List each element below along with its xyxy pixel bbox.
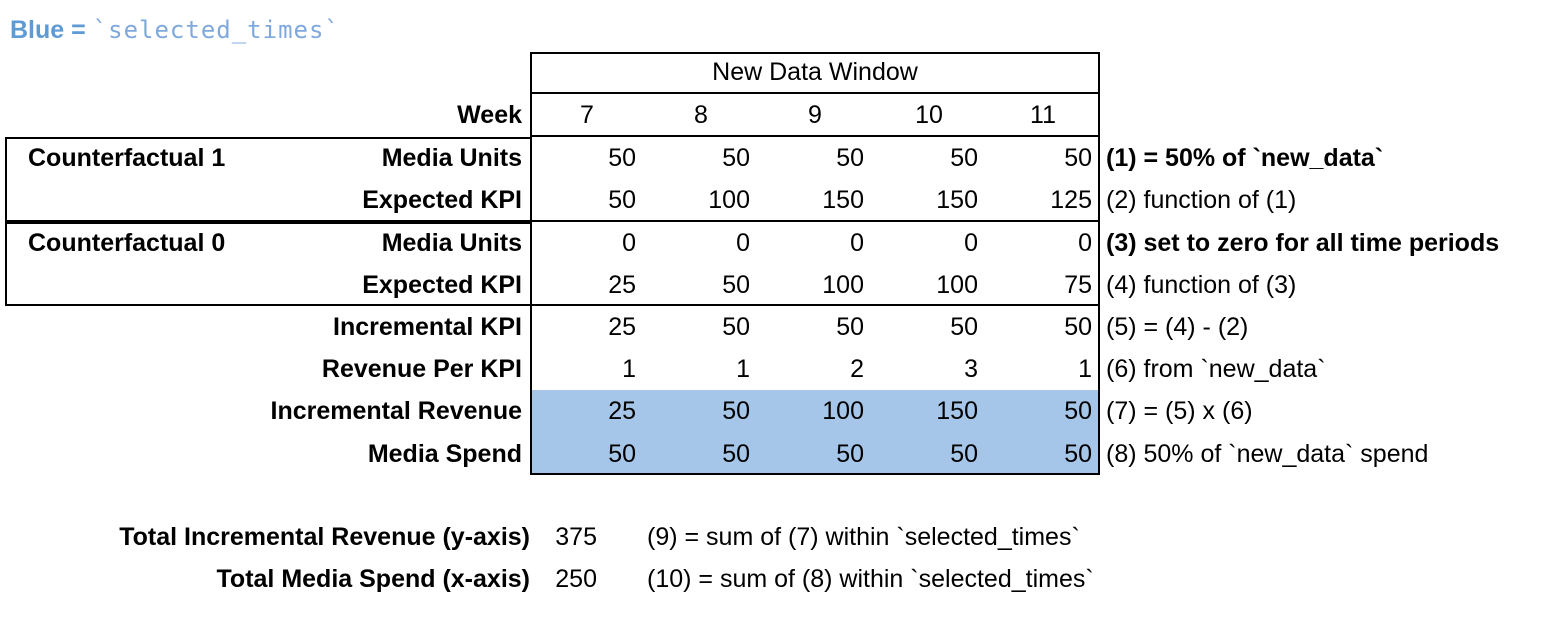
table-cell: 50 (950, 313, 978, 341)
selected-times-highlight (532, 390, 1098, 473)
table-cell: 125 (1050, 186, 1092, 214)
table-cell: 100 (822, 397, 864, 425)
row-label: Media Units (381, 144, 522, 172)
row-label: Media Spend (367, 440, 522, 468)
table-cell: 2 (850, 355, 864, 383)
table-cell: 50 (722, 440, 750, 468)
table-row-highlighted: Incremental Revenue 25 50 100 150 50 (7)… (0, 390, 1544, 433)
grid-line (530, 92, 1100, 94)
row-label: Revenue Per KPI (321, 355, 522, 383)
week-cell: 8 (694, 101, 708, 129)
row-note: (1) = 50% of `new_data` (1106, 144, 1384, 172)
week-label: Week (457, 101, 522, 129)
legend-label: Blue = (10, 16, 86, 44)
table-cell: 150 (936, 397, 978, 425)
row-label: Media Units (381, 229, 522, 257)
week-row: Week 7 8 9 10 11 (0, 93, 1544, 137)
row-note: (7) = (5) x (6) (1106, 397, 1253, 425)
row-note: (8) 50% of `new_data` spend (1106, 440, 1429, 468)
table-row: Expected KPI 25 50 100 100 75 (4) functi… (0, 264, 1544, 306)
group-label-counterfactual-0: Counterfactual 0 (28, 229, 226, 257)
grid-line (530, 304, 1100, 306)
table-cell: 1 (622, 355, 636, 383)
table-cell: 0 (850, 229, 864, 257)
table-cell: 50 (836, 440, 864, 468)
table-cell: 50 (722, 144, 750, 172)
table-cell: 50 (836, 144, 864, 172)
table-header-title: New Data Window (712, 58, 918, 86)
table-cell: 50 (1064, 397, 1092, 425)
total-row-incremental-revenue: Total Incremental Revenue (y-axis) 375 (… (0, 516, 1544, 558)
table-cell: 100 (822, 271, 864, 299)
table-cell: 50 (722, 397, 750, 425)
table-cell: 50 (608, 186, 636, 214)
row-note: (4) function of (3) (1106, 271, 1297, 299)
table-cell: 0 (1078, 229, 1092, 257)
table-cell: 3 (964, 355, 978, 383)
grid-line (530, 135, 1100, 137)
table-cell: 25 (608, 271, 636, 299)
total-note: (10) = sum of (8) within `selected_times… (647, 565, 1094, 593)
week-cell: 7 (580, 101, 594, 129)
week-cell: 9 (808, 101, 822, 129)
table-cell: 50 (950, 440, 978, 468)
group-box-counterfactual-1 (5, 137, 532, 222)
table-cell: 150 (822, 186, 864, 214)
row-note: (2) function of (1) (1106, 186, 1297, 214)
table-cell: 75 (1064, 271, 1092, 299)
table-row-highlighted: Media Spend 50 50 50 50 50 (8) 50% of `n… (0, 433, 1544, 475)
table-row: Incremental KPI 25 50 50 50 50 (5) = (4)… (0, 306, 1544, 348)
row-note: (6) from `new_data` (1106, 355, 1326, 383)
table-row: Revenue Per KPI 1 1 2 3 1 (6) from `new_… (0, 348, 1544, 390)
total-value: 250 (555, 565, 597, 593)
table-cell: 25 (608, 397, 636, 425)
table-row: Counterfactual 0 Media Units 0 0 0 0 0 (… (0, 222, 1544, 264)
table-cell: 50 (950, 144, 978, 172)
total-label: Total Incremental Revenue (y-axis) (119, 523, 530, 551)
table-cell: 25 (608, 313, 636, 341)
row-label: Incremental Revenue (270, 397, 523, 425)
table-cell: 1 (736, 355, 750, 383)
table-cell: 50 (722, 313, 750, 341)
table-cell: 0 (622, 229, 636, 257)
table-row: Expected KPI 50 100 150 150 125 (2) func… (0, 179, 1544, 221)
week-cell: 10 (915, 101, 943, 129)
table-cell: 50 (722, 271, 750, 299)
row-note: (5) = (4) - (2) (1106, 313, 1249, 341)
table-cell: 50 (1064, 144, 1092, 172)
group-label-counterfactual-1: Counterfactual 1 (28, 144, 226, 172)
table-cell: 0 (964, 229, 978, 257)
row-label: Incremental KPI (333, 313, 522, 341)
table-cell: 50 (836, 313, 864, 341)
row-note: (3) set to zero for all time periods (1106, 229, 1500, 257)
total-label: Total Media Spend (x-axis) (216, 565, 530, 593)
total-row-media-spend: Total Media Spend (x-axis) 250 (10) = su… (0, 558, 1544, 600)
table-cell: 150 (936, 186, 978, 214)
grid-line (530, 220, 1100, 222)
total-value: 375 (555, 523, 597, 551)
week-cell: 11 (1030, 101, 1056, 129)
table-cell: 50 (1064, 313, 1092, 341)
table-cell: 50 (1064, 440, 1092, 468)
table-cell: 100 (936, 271, 978, 299)
table-cell: 0 (736, 229, 750, 257)
row-label: Expected KPI (362, 186, 522, 214)
legend: Blue = `selected_times` (10, 16, 340, 45)
group-box-counterfactual-0 (5, 222, 532, 306)
legend-code: `selected_times` (92, 16, 340, 44)
total-note: (9) = sum of (7) within `selected_times` (647, 523, 1080, 551)
table-cell: 1 (1078, 355, 1092, 383)
table-cell: 50 (608, 440, 636, 468)
row-label: Expected KPI (362, 271, 522, 299)
table-cell: 100 (708, 186, 750, 214)
table-row: Counterfactual 1 Media Units 50 50 50 50… (0, 137, 1544, 179)
table-cell: 50 (608, 144, 636, 172)
